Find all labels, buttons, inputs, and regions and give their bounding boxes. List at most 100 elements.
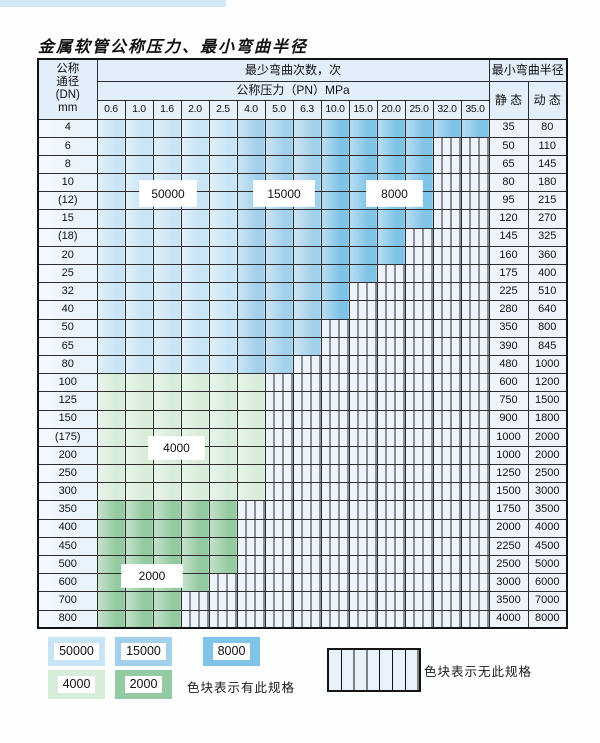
dn-cell: 600 [37, 573, 98, 593]
no-spec-cell [348, 445, 378, 466]
legend-swatch-15000: 15000 [115, 637, 172, 666]
spec-cell-50000 [96, 282, 126, 302]
table-row: 800 4000 8000 [37, 609, 568, 629]
spec-cell-15000 [264, 209, 294, 229]
spec-cell-8000 [348, 136, 378, 156]
no-spec-cell [348, 318, 378, 338]
spec-cell-15000 [236, 118, 266, 138]
spec-cell-15000 [236, 154, 266, 175]
spec-cell-8000 [376, 118, 406, 138]
no-spec-cell [432, 536, 462, 557]
spec-cell-8000 [404, 154, 434, 175]
spec-cell-2000 [96, 554, 126, 575]
spec-cell-50000 [208, 263, 238, 284]
dn-header-line: 通径 [56, 76, 80, 89]
no-spec-cell [376, 573, 406, 593]
no-spec-cell [432, 154, 462, 175]
no-spec-cell [460, 464, 490, 484]
spec-cell-4000 [236, 464, 266, 484]
table-row: 65 390 845 [37, 336, 568, 356]
spec-cell-50000 [96, 336, 126, 356]
spec-cell-15000 [292, 282, 322, 302]
spec-cell-2000 [124, 591, 154, 611]
no-spec-cell [460, 445, 490, 466]
spec-cell-4000 [96, 409, 126, 429]
no-spec-cell [460, 373, 490, 393]
static-cell: 35 [488, 118, 529, 138]
dynamic-header: 动 态 [527, 80, 568, 120]
spec-cell-50000 [124, 300, 154, 320]
spec-cell-15000 [292, 336, 322, 356]
no-spec-cell [376, 554, 406, 575]
no-spec-cell [460, 245, 490, 266]
spec-cell-8000 [376, 136, 406, 156]
spec-cell-4000 [180, 482, 210, 502]
no-spec-cell [264, 464, 294, 484]
static-cell: 50 [488, 136, 529, 156]
spec-cell-50000 [96, 318, 126, 338]
no-spec-cell [404, 573, 434, 593]
static-cell: 2500 [488, 554, 529, 575]
spec-cell-50000 [124, 136, 154, 156]
no-spec-cell [348, 464, 378, 484]
no-spec-cell [404, 518, 434, 538]
spec-cell-2000 [124, 609, 154, 629]
dynamic-cell: 180 [527, 173, 568, 193]
static-cell: 2000 [488, 518, 529, 538]
no-spec-cell [264, 391, 294, 411]
spec-cell-50000 [208, 154, 238, 175]
cycles-label-2000: 2000 [122, 565, 182, 587]
no-spec-cell [432, 136, 462, 156]
spec-cell-50000 [180, 318, 210, 338]
spec-cell-2000 [180, 536, 210, 557]
no-spec-cell [376, 354, 406, 375]
no-spec-cell [376, 445, 406, 466]
dynamic-cell: 215 [527, 191, 568, 211]
no-spec-cell [432, 427, 462, 447]
spec-cell-15000 [264, 136, 294, 156]
spec-cell-15000 [292, 263, 322, 284]
no-spec-cell [404, 464, 434, 484]
spec-cell-4000 [96, 391, 126, 411]
spec-cell-15000 [292, 118, 322, 138]
cycles-label-8000: 8000 [367, 181, 422, 206]
no-spec-cell [404, 318, 434, 338]
no-spec-cell [320, 554, 350, 575]
no-spec-cell [432, 263, 462, 284]
no-spec-cell [404, 300, 434, 320]
dynamic-cell: 145 [527, 154, 568, 175]
no-spec-cell [404, 445, 434, 466]
spec-cell-8000 [320, 191, 350, 211]
spec-cell-8000 [376, 154, 406, 175]
no-spec-cell [376, 391, 406, 411]
no-spec-cell [320, 445, 350, 466]
spec-cell-4000 [236, 482, 266, 502]
spec-cell-4000 [96, 464, 126, 484]
spec-cell-8000 [376, 209, 406, 229]
legend-swatch-value: 2000 [124, 676, 163, 693]
no-spec-cell [404, 609, 434, 629]
no-spec-cell [432, 554, 462, 575]
spec-cell-50000 [208, 282, 238, 302]
no-spec-cell [292, 427, 322, 447]
no-spec-cell [292, 354, 322, 375]
no-spec-cell [208, 573, 238, 593]
no-spec-cell [432, 500, 462, 520]
spec-cell-50000 [124, 263, 154, 284]
no-spec-cell [348, 373, 378, 393]
dn-cell: 10 [37, 173, 98, 193]
no-spec-cell [404, 263, 434, 284]
no-spec-cell [264, 536, 294, 557]
spec-cell-2000 [208, 536, 238, 557]
no-spec-cell [432, 445, 462, 466]
spec-cell-8000 [320, 136, 350, 156]
spec-cell-15000 [236, 245, 266, 266]
spec-cell-50000 [180, 300, 210, 320]
no-spec-cell [292, 573, 322, 593]
no-spec-cell [236, 536, 266, 557]
spec-cell-8000 [348, 227, 378, 247]
spec-cell-8000 [320, 263, 350, 284]
spec-cell-15000 [236, 354, 266, 375]
spec-cell-8000 [404, 209, 434, 229]
spec-cell-15000 [264, 227, 294, 247]
